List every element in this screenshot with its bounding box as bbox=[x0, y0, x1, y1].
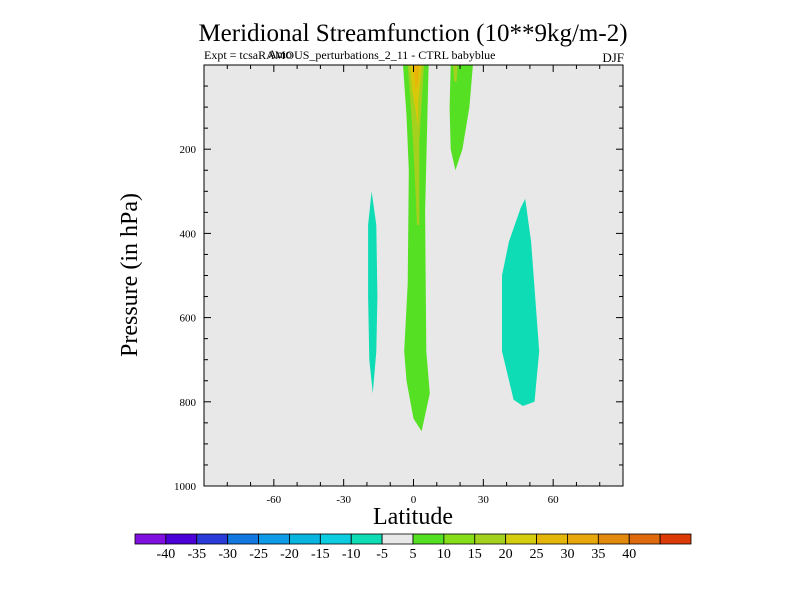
colorbar-label: -40 bbox=[157, 547, 176, 562]
y-tick-label: 200 bbox=[180, 144, 197, 156]
colorbar-label: -10 bbox=[342, 547, 361, 562]
colorbar-swatch bbox=[134, 533, 167, 545]
colorbar-label: 20 bbox=[499, 547, 513, 562]
colorbar-label: 30 bbox=[560, 547, 574, 562]
colorbar-label: 40 bbox=[622, 547, 636, 562]
colorbar-swatch bbox=[196, 533, 229, 545]
colorbar-label: 25 bbox=[530, 547, 544, 562]
colorbar-swatch bbox=[597, 533, 630, 545]
colorbar-swatch bbox=[628, 533, 661, 545]
colorbar-swatch bbox=[319, 533, 352, 545]
x-tick-label: -30 bbox=[336, 494, 351, 506]
x-axis-label: Latitude bbox=[373, 504, 453, 530]
colorbar bbox=[134, 533, 692, 545]
y-tick-label: 1000 bbox=[174, 481, 197, 493]
y-tick-label: 400 bbox=[180, 228, 197, 240]
region-south-band bbox=[368, 191, 378, 394]
colorbar-label: -5 bbox=[376, 547, 388, 562]
colorbar-swatch bbox=[659, 533, 692, 545]
colorbar-swatch bbox=[536, 533, 568, 545]
colorbar-label: -15 bbox=[311, 547, 330, 562]
colorbar-swatch bbox=[443, 533, 476, 545]
axis-ticks bbox=[203, 65, 624, 487]
colorbar-label: 10 bbox=[437, 547, 451, 562]
colorbar-label: 15 bbox=[468, 547, 482, 562]
colorbar-swatch bbox=[567, 533, 599, 545]
chart-subtitle-overprint: Amo bbox=[268, 47, 292, 61]
colorbar-swatch bbox=[381, 533, 414, 545]
y-tick-label: 800 bbox=[180, 397, 197, 409]
x-tick-label: 60 bbox=[548, 494, 560, 506]
x-tick-label: 30 bbox=[478, 494, 490, 506]
colorbar-label: -30 bbox=[218, 547, 237, 562]
colorbar-swatch bbox=[474, 533, 507, 545]
y-tick-label: 600 bbox=[180, 313, 197, 325]
region-equator-yellow bbox=[410, 65, 422, 129]
colorbar-swatch bbox=[289, 533, 321, 545]
y-axis-label: Pressure (in hPa) bbox=[117, 193, 143, 357]
axis-tick-labels: -60 -30 0 30 60 200 400 600 800 1000 bbox=[174, 144, 559, 506]
colorbar-swatch bbox=[412, 533, 445, 545]
season-label: DJF bbox=[602, 50, 624, 65]
region-equator-orange bbox=[413, 65, 420, 91]
colorbar-swatch bbox=[227, 533, 259, 545]
colorbar-swatch bbox=[258, 533, 290, 545]
contour-regions bbox=[368, 65, 540, 432]
chart-subtitle: Expt = tcsaRAMOUS_perturbations_2_11 - C… bbox=[204, 48, 496, 62]
region-north-band-inner bbox=[453, 65, 458, 82]
colorbar-label: -20 bbox=[280, 547, 299, 562]
colorbar-label: 5 bbox=[410, 547, 417, 562]
region-equator-yellowgreen bbox=[407, 65, 424, 225]
region-north-band bbox=[449, 65, 473, 171]
colorbar-swatch bbox=[165, 533, 198, 545]
chart-title: Meridional Streamfunction (10**9kg/m-2) bbox=[198, 20, 627, 47]
colorbar-swatch bbox=[505, 533, 537, 545]
colorbar-labels: -40 -35 -30 -25 -20 -15 -10 -5 5 10 15 20 25 30 35 40 bbox=[157, 547, 637, 562]
x-tick-label: 0 bbox=[411, 494, 417, 506]
region-midlat-north bbox=[502, 198, 540, 406]
colorbar-label: -25 bbox=[249, 547, 268, 562]
x-tick-label: -60 bbox=[266, 494, 281, 506]
colorbar-label: 35 bbox=[591, 547, 605, 562]
region-equator-outer bbox=[403, 65, 430, 432]
colorbar-swatch bbox=[350, 533, 383, 545]
colorbar-label: -35 bbox=[187, 547, 206, 562]
